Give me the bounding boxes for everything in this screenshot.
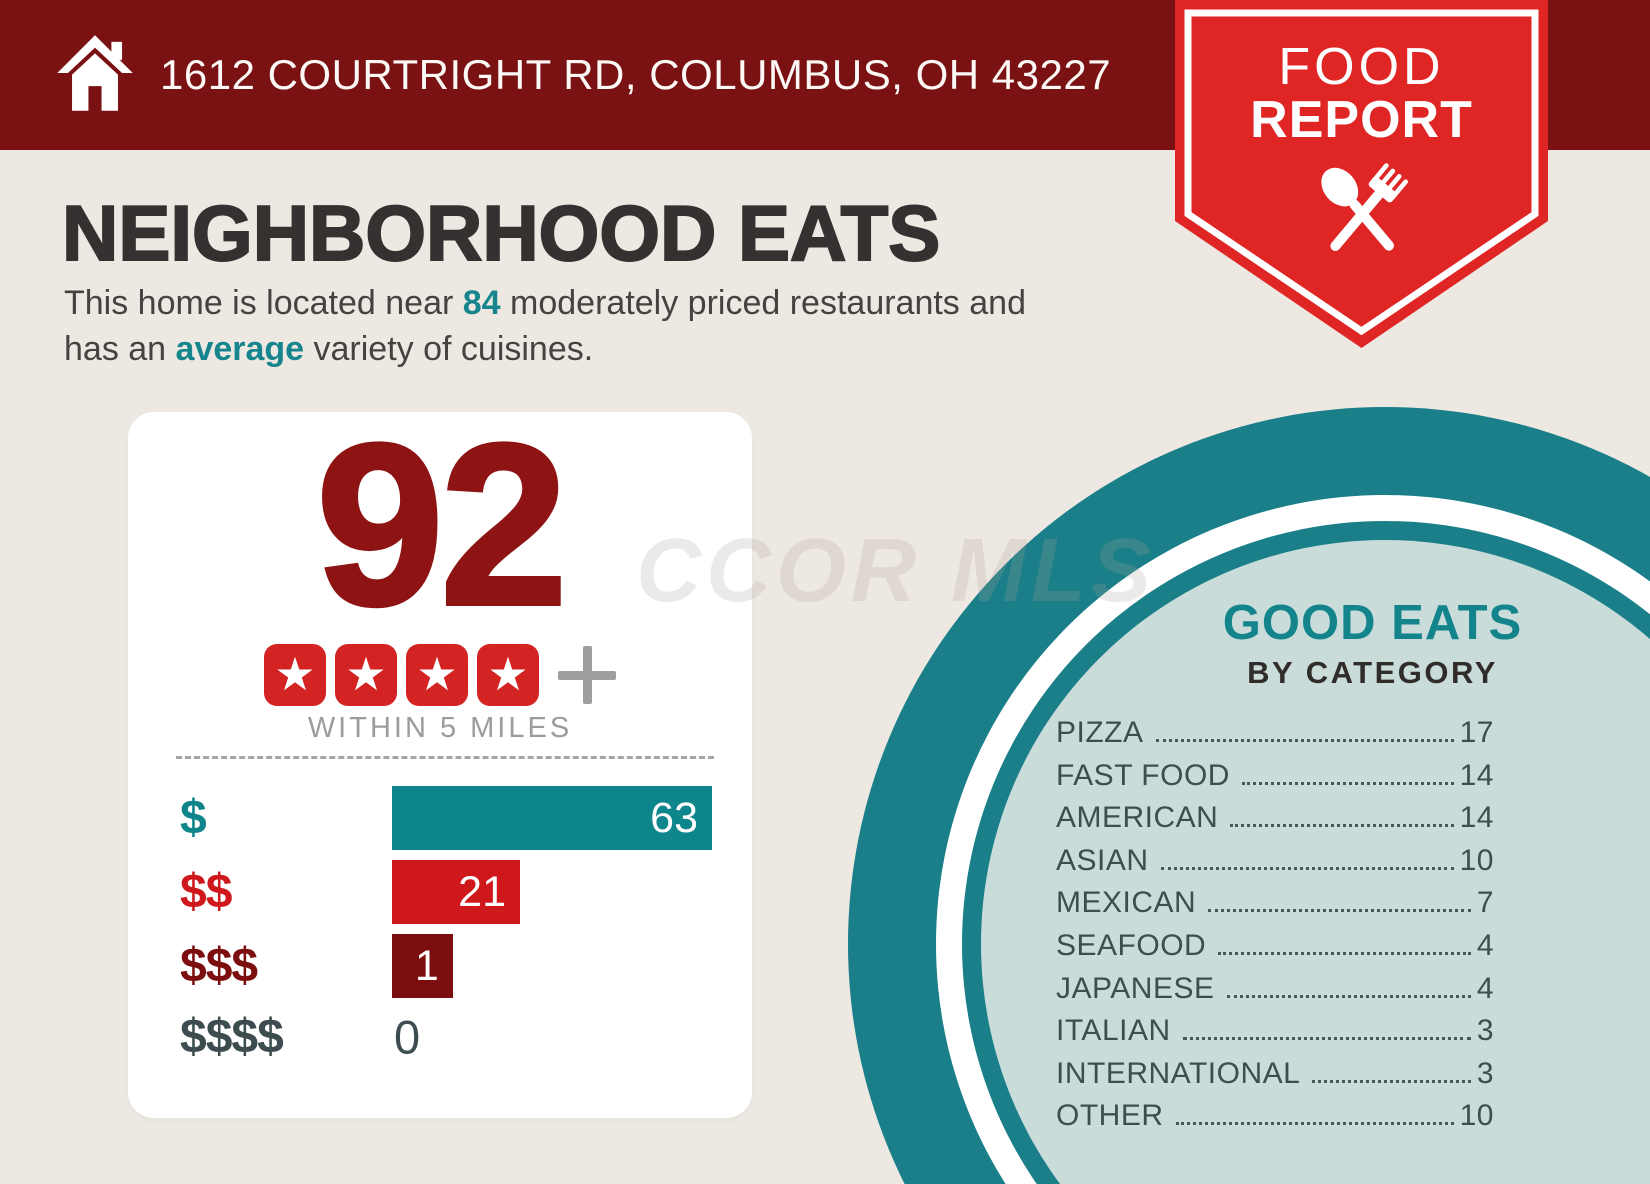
spoon-fork-icon	[1320, 163, 1408, 251]
score-card: 92 ★ ★ ★ ★ WITHIN 5 MILES $ 63 $$	[128, 396, 752, 1118]
category-value: 4	[1476, 971, 1494, 1005]
bar-value-zero: 0	[394, 1010, 421, 1064]
category-row: FAST FOOD 14	[1056, 759, 1494, 802]
category-label: MEXICAN	[1056, 886, 1197, 920]
dotted-leader	[1208, 909, 1471, 913]
price-bar-row: $$$ 1	[128, 934, 752, 998]
category-row: JAPANESE 4	[1056, 972, 1494, 1015]
category-row: MEXICAN 7	[1056, 886, 1494, 929]
radius-label: WITHIN 5 MILES	[307, 712, 573, 744]
intro-text: This home is located near 84 moderately …	[64, 280, 1144, 372]
category-label: SEAFOOD	[1056, 928, 1207, 962]
bar-track: 63	[392, 786, 712, 850]
ribbon-shape	[1175, 0, 1548, 348]
dotted-leader	[1241, 781, 1454, 785]
category-value: 14	[1459, 801, 1494, 835]
good-eats-list: PIZZA 17 FAST FOOD 14 AMERICAN 14 ASIAN 10 M…	[1056, 716, 1494, 1142]
food-score: 92	[314, 396, 570, 653]
star-icon: ★	[264, 644, 326, 706]
category-value: 4	[1476, 928, 1494, 962]
category-label: JAPANESE	[1056, 971, 1215, 1005]
category-label: AMERICAN	[1056, 801, 1219, 835]
star-icon: ★	[406, 644, 468, 706]
bar-value: 21	[458, 867, 506, 916]
intro-segment: has an	[64, 330, 176, 368]
intro-segment: This home is located near	[64, 284, 463, 322]
bar-track: 21	[392, 860, 712, 924]
bar-track: 1	[392, 934, 712, 998]
price-bar-row: $ 63	[128, 786, 752, 850]
price-bar-chart: $ 63 $$ 21 $$$ 1	[128, 786, 752, 1066]
category-value: 3	[1476, 1014, 1494, 1048]
dotted-leader	[1226, 994, 1471, 998]
page-title: NEIGHBORHOOD EATS	[61, 188, 941, 278]
price-tier-label: $	[180, 791, 207, 845]
dotted-leader	[1230, 824, 1454, 828]
bar-value: 63	[650, 793, 698, 842]
category-row: OTHER 10	[1056, 1099, 1494, 1142]
bar-value: 1	[414, 941, 439, 990]
price-tier-label: $$$	[180, 939, 258, 993]
category-value: 3	[1476, 1056, 1494, 1090]
good-eats-subtitle: BY CATEGORY	[1247, 655, 1498, 690]
category-label: PIZZA	[1056, 716, 1144, 749]
food-report-badge: FOOD REPORT	[1175, 0, 1548, 348]
category-label: ITALIAN	[1056, 1014, 1171, 1048]
category-row: ITALIAN 3	[1056, 1014, 1494, 1057]
dotted-leader	[1175, 1122, 1454, 1126]
ribbon-line2: REPORT	[1250, 91, 1473, 149]
price-tier-label: $$$$	[180, 1010, 284, 1064]
category-label: INTERNATIONAL	[1056, 1056, 1301, 1090]
category-value: 10	[1459, 1099, 1494, 1133]
star-icon: ★	[335, 644, 397, 706]
category-value: 17	[1459, 716, 1494, 749]
category-value: 14	[1459, 758, 1494, 792]
category-row: PIZZA 17	[1056, 716, 1494, 759]
dotted-leader	[1160, 866, 1454, 870]
category-value: 7	[1476, 886, 1494, 920]
category-row: AMERICAN 14	[1056, 801, 1494, 844]
category-label: OTHER	[1056, 1099, 1164, 1133]
category-row: INTERNATIONAL 3	[1056, 1057, 1494, 1100]
dashed-divider	[176, 756, 714, 759]
category-value: 10	[1459, 843, 1494, 877]
property-address: 1612 COURTRIGHT RD, COLUMBUS, OH 43227	[160, 51, 1112, 98]
ribbon-title: FOOD REPORT	[1175, 40, 1548, 146]
price-bar: 21	[392, 860, 520, 924]
dotted-leader	[1312, 1079, 1471, 1083]
star-icon: ★	[477, 644, 539, 706]
variety-word: average	[175, 330, 305, 368]
good-eats-title: GOOD EATS	[1222, 596, 1523, 650]
dotted-leader	[1182, 1037, 1471, 1041]
category-label: FAST FOOD	[1056, 758, 1230, 792]
ribbon-line1: FOOD	[1278, 38, 1445, 96]
plus-icon	[558, 646, 616, 704]
star-rating: ★ ★ ★ ★	[128, 644, 752, 706]
intro-segment: variety of cuisines.	[304, 330, 594, 368]
category-row: SEAFOOD 4	[1056, 929, 1494, 972]
price-bar-row: $$$$ 0	[128, 1008, 752, 1066]
intro-segment: moderately priced restaurants and	[500, 284, 1026, 322]
category-row: ASIAN 10	[1056, 844, 1494, 887]
home-icon	[57, 35, 133, 111]
restaurant-count: 84	[462, 284, 501, 322]
price-bar-row: $$ 21	[128, 860, 752, 924]
price-bar: 1	[392, 934, 453, 998]
price-tier-label: $$	[180, 865, 232, 919]
category-label: ASIAN	[1056, 843, 1149, 877]
dotted-leader	[1218, 951, 1471, 955]
price-bar: 63	[392, 786, 712, 850]
dotted-leader	[1155, 739, 1454, 742]
good-eats-heading: GOOD EATS BY CATEGORY	[1150, 598, 1595, 691]
